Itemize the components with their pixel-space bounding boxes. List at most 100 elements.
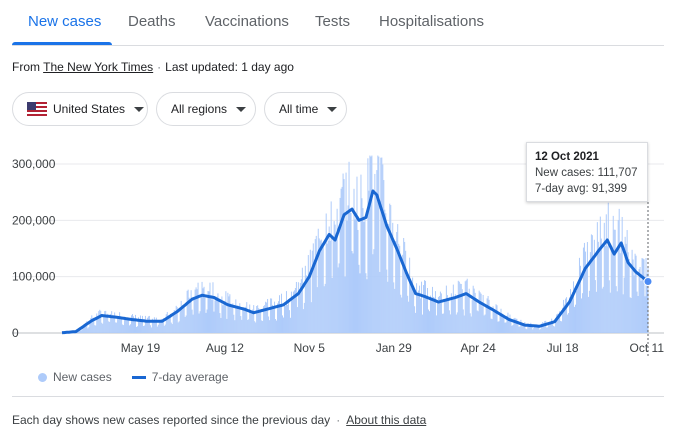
daily-bar	[571, 299, 573, 333]
daily-bar	[600, 238, 602, 333]
daily-bar	[118, 318, 120, 333]
daily-bar	[98, 311, 100, 333]
daily-bar	[172, 313, 174, 333]
daily-bar	[185, 315, 187, 333]
daily-bar	[619, 253, 621, 333]
daily-bar	[396, 232, 398, 333]
daily-bar	[145, 319, 147, 333]
daily-bar	[388, 223, 390, 333]
daily-bar	[122, 324, 124, 333]
daily-bar	[491, 319, 493, 333]
country-dropdown[interactable]: United States	[12, 92, 148, 126]
daily-bar	[593, 239, 595, 333]
chevron-down-icon	[236, 106, 247, 112]
daily-bar	[170, 322, 172, 333]
daily-bar	[425, 280, 427, 333]
daily-bar	[148, 315, 150, 333]
daily-bar	[467, 294, 469, 333]
daily-bar	[199, 311, 201, 333]
daily-bar	[454, 294, 456, 333]
daily-bar	[348, 161, 350, 333]
daily-bar	[168, 316, 170, 333]
hover-point[interactable]	[643, 277, 653, 287]
daily-bar	[497, 321, 499, 333]
tab-new-cases[interactable]: New cases	[28, 13, 102, 30]
daily-bar	[446, 295, 448, 333]
daily-bar	[645, 258, 647, 333]
tab-deaths[interactable]: Deaths	[128, 13, 176, 30]
daily-bar	[335, 240, 337, 333]
daily-bar	[400, 294, 402, 333]
daily-bar	[542, 322, 544, 333]
daily-bar	[607, 202, 609, 333]
daily-bar	[437, 296, 439, 333]
daily-bar	[495, 304, 497, 333]
daily-bar	[239, 303, 241, 333]
daily-bar	[150, 327, 152, 333]
daily-bar	[322, 246, 324, 333]
daily-bar	[230, 303, 232, 333]
daily-bar	[362, 208, 364, 333]
daily-bar	[240, 316, 242, 333]
daily-bar	[405, 250, 407, 333]
daily-bar	[508, 320, 510, 333]
tab-hospitalisations[interactable]: Hospitalisations	[379, 13, 485, 30]
avg-line	[61, 189, 649, 335]
daily-bar	[183, 305, 185, 333]
daily-bar	[492, 306, 494, 333]
daily-bar	[319, 240, 321, 333]
daily-bar	[409, 257, 411, 333]
daily-bar	[340, 188, 342, 333]
source-separator: ·	[157, 60, 162, 74]
daily-bar	[326, 243, 328, 333]
about-link[interactable]: About this data	[346, 413, 427, 427]
daily-bar	[123, 325, 125, 333]
daily-bar	[603, 222, 605, 333]
daily-bar	[130, 324, 132, 333]
footer-separator: ·	[336, 413, 341, 427]
time-dropdown[interactable]: All time	[264, 92, 347, 126]
daily-bar	[589, 252, 591, 333]
daily-bar	[331, 277, 333, 333]
daily-bar	[468, 288, 470, 333]
daily-bar	[243, 307, 245, 333]
daily-bar	[277, 303, 279, 333]
daily-bar	[540, 328, 542, 333]
daily-bar	[499, 315, 501, 333]
footer: Each day shows new cases reported since …	[12, 413, 426, 427]
daily-bar	[93, 317, 95, 333]
daily-bar	[622, 294, 624, 333]
daily-bar	[541, 323, 543, 333]
daily-bar	[493, 311, 495, 333]
daily-bar	[618, 208, 620, 333]
source-link[interactable]: The New York Times	[43, 60, 154, 74]
daily-bar	[487, 296, 489, 333]
tab-tests[interactable]: Tests	[315, 13, 351, 30]
daily-bar	[601, 288, 603, 333]
daily-bar	[252, 309, 254, 333]
daily-bar	[380, 157, 382, 333]
daily-bar	[119, 312, 121, 333]
daily-bar	[218, 299, 220, 333]
daily-bar	[367, 158, 369, 333]
daily-bar	[526, 329, 528, 333]
country-label: United States	[53, 102, 126, 116]
daily-bar	[562, 307, 564, 333]
daily-bar	[189, 300, 191, 333]
daily-bar	[544, 321, 546, 333]
daily-bar	[109, 321, 111, 333]
region-dropdown[interactable]: All regions	[156, 92, 256, 126]
daily-bar	[167, 315, 169, 333]
cases-chart[interactable]: 0 100,000 200,000 300,000 May 19 Aug 12 Nov 5…	[0, 140, 686, 365]
daily-bar	[211, 299, 213, 333]
daily-bar	[570, 289, 572, 333]
daily-bar	[567, 314, 569, 333]
daily-bar	[196, 289, 198, 333]
daily-bar	[267, 298, 269, 333]
daily-bar	[224, 301, 226, 333]
daily-bar	[624, 236, 626, 333]
daily-bar	[615, 286, 617, 333]
tab-vaccinations[interactable]: Vaccinations	[205, 13, 289, 30]
daily-bar	[88, 327, 90, 333]
daily-bar	[131, 315, 133, 333]
